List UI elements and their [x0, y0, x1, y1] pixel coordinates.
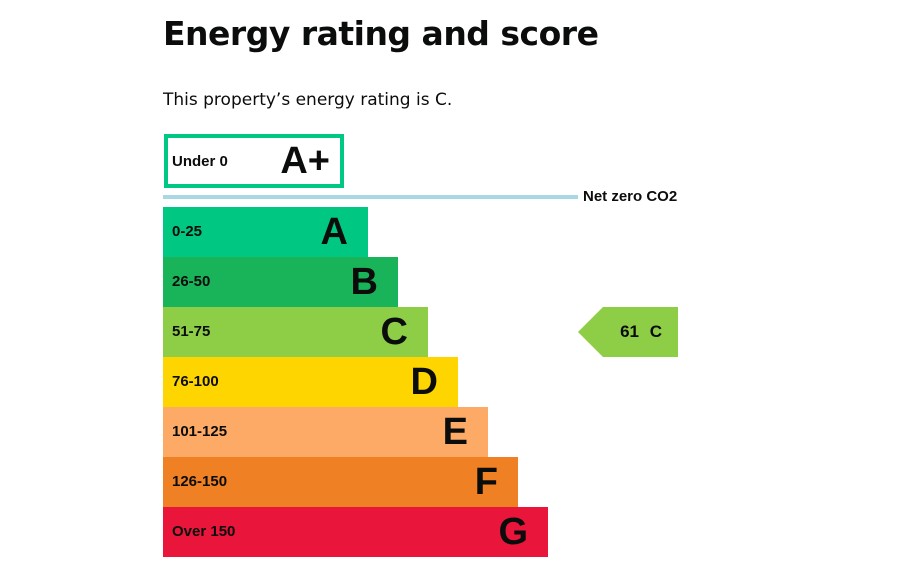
band-letter: A	[320, 211, 348, 253]
current-rating-label: 61 C	[620, 322, 662, 341]
net-zero-line	[163, 195, 578, 199]
band-range: Over 150	[172, 523, 236, 540]
band-range: 126-150	[172, 473, 228, 490]
band-range: 26-50	[172, 273, 211, 290]
band-letter: F	[474, 461, 498, 503]
band-range: 0-25	[172, 223, 203, 240]
band-b: 26-50 B	[163, 257, 398, 307]
current-rating-arrow: 61 C	[578, 307, 678, 357]
band-range: 101-125	[172, 423, 228, 440]
band-letter: D	[410, 361, 438, 403]
band-letter: G	[498, 511, 528, 553]
band-e: 101-125 E	[163, 407, 488, 457]
page-title: Energy rating and score	[163, 14, 599, 53]
band-letter: B	[350, 261, 378, 303]
band-range: 51-75	[172, 323, 211, 340]
band-range: 76-100	[172, 373, 219, 390]
band-a-plus: Under 0 A+	[164, 134, 344, 188]
band-c: 51-75 C	[163, 307, 428, 357]
band-a: 0-25 A	[163, 207, 368, 257]
band-range: Under 0	[172, 153, 228, 170]
band-letter: E	[442, 411, 468, 453]
rating-summary: This property’s energy rating is C.	[163, 90, 453, 110]
band-f: 126-150 F	[163, 457, 518, 507]
band-letter: C	[380, 311, 408, 353]
band-letter: A+	[280, 140, 330, 182]
band-d: 76-100 D	[163, 357, 458, 407]
band-g: Over 150 G	[163, 507, 548, 557]
net-zero-label: Net zero CO2	[583, 188, 678, 205]
